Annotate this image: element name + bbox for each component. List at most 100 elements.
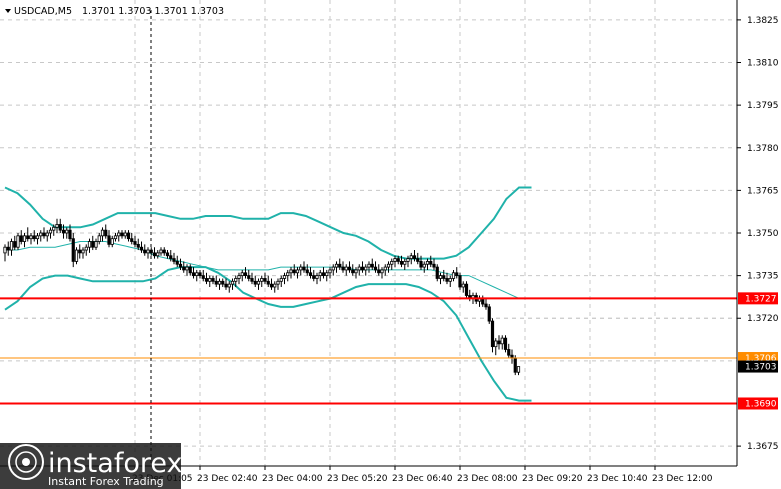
candle-body-up xyxy=(94,241,98,248)
lower-band-line xyxy=(4,266,532,402)
candle xyxy=(256,278,261,290)
y-tick-label: 1.3780 xyxy=(747,144,779,154)
candle xyxy=(175,255,179,268)
candle xyxy=(61,224,66,239)
candle xyxy=(490,318,495,353)
candle-body-up xyxy=(256,280,261,285)
candle-body-down xyxy=(204,278,209,282)
candle-body-up xyxy=(367,263,371,268)
candle xyxy=(39,230,43,242)
candle xyxy=(494,338,498,356)
candle-body-down xyxy=(126,232,131,240)
level-badge xyxy=(738,397,778,410)
candle-body-down xyxy=(269,283,274,288)
candle xyxy=(432,258,436,270)
level-badge xyxy=(738,292,778,305)
candle xyxy=(74,247,79,265)
candle xyxy=(188,264,192,276)
candle-body-down xyxy=(399,261,404,265)
candle-body-up xyxy=(123,232,127,237)
candle-body-down xyxy=(412,255,417,259)
candle xyxy=(162,247,166,256)
candle-body-up xyxy=(39,232,43,237)
candle-body-down xyxy=(175,261,179,265)
dropdown-triangle-icon[interactable] xyxy=(5,9,11,13)
candle-body-down xyxy=(61,229,66,234)
candle-body-down xyxy=(211,278,215,282)
candle-body-up xyxy=(113,235,118,240)
candle xyxy=(113,233,118,242)
candle xyxy=(403,258,407,270)
candle xyxy=(204,272,209,285)
candle xyxy=(253,275,257,287)
candle-body-down xyxy=(139,246,144,251)
candle xyxy=(152,247,157,259)
candle xyxy=(399,255,404,268)
candle-body-down xyxy=(6,246,10,251)
candle-body-up xyxy=(74,249,79,262)
candle xyxy=(139,241,144,253)
instaforex-logo-core xyxy=(22,458,30,466)
current-price-badge xyxy=(738,360,778,373)
candle-body-up xyxy=(3,246,7,254)
candle xyxy=(97,233,101,245)
candle-body-down xyxy=(71,238,75,262)
y-tick-label: 1.3765 xyxy=(747,186,779,196)
candle-body-up xyxy=(156,252,160,257)
candle xyxy=(380,267,384,279)
candle xyxy=(344,264,348,276)
candle xyxy=(81,247,85,259)
candle-body-down xyxy=(321,272,326,277)
candle-body-up xyxy=(393,258,397,262)
candle xyxy=(133,235,137,248)
candle-body-up xyxy=(406,258,410,262)
candle xyxy=(182,261,186,273)
candle xyxy=(48,227,53,239)
candle-body-up xyxy=(383,266,387,271)
candle-body-up xyxy=(87,241,92,248)
y-tick-label: 1.3825 xyxy=(747,16,779,26)
candle-body-up xyxy=(48,229,53,234)
candle xyxy=(123,230,127,239)
candle-body-down xyxy=(416,258,420,262)
candle xyxy=(325,269,329,282)
candle-body-up xyxy=(403,261,407,265)
candle xyxy=(412,250,417,262)
candle-body-up xyxy=(230,280,235,285)
candle xyxy=(120,230,124,239)
candle xyxy=(159,247,163,256)
candle xyxy=(393,255,397,268)
candle xyxy=(328,267,332,279)
candle xyxy=(104,224,108,239)
candle-body-down xyxy=(497,340,501,345)
candle xyxy=(91,235,95,251)
candle xyxy=(198,269,202,279)
candle-body-up xyxy=(240,272,244,277)
candle xyxy=(68,224,72,242)
candle-body-down xyxy=(182,266,186,271)
symbol-label: USDCAD,M5 xyxy=(14,6,72,17)
candle xyxy=(201,269,205,282)
candle-body-down xyxy=(513,357,517,373)
candle-body-down xyxy=(198,272,202,277)
candle xyxy=(331,264,335,276)
candle-body-down xyxy=(263,278,267,282)
candle-body-down xyxy=(487,306,491,322)
candle xyxy=(266,275,270,287)
candle xyxy=(364,264,368,276)
candle-body-down xyxy=(214,280,218,285)
candle-body-down xyxy=(432,263,436,268)
candle-body-up xyxy=(344,266,348,271)
candle xyxy=(195,269,199,282)
watermark-brand: instaforex xyxy=(48,448,182,479)
candle xyxy=(451,269,456,282)
candle-body-down xyxy=(347,266,352,271)
candle-body-down xyxy=(201,275,205,279)
candle xyxy=(516,366,521,376)
candle xyxy=(172,252,176,265)
candle-body-up xyxy=(55,224,59,228)
candle-body-down xyxy=(312,275,316,279)
candle xyxy=(419,255,423,270)
candle xyxy=(230,278,235,290)
